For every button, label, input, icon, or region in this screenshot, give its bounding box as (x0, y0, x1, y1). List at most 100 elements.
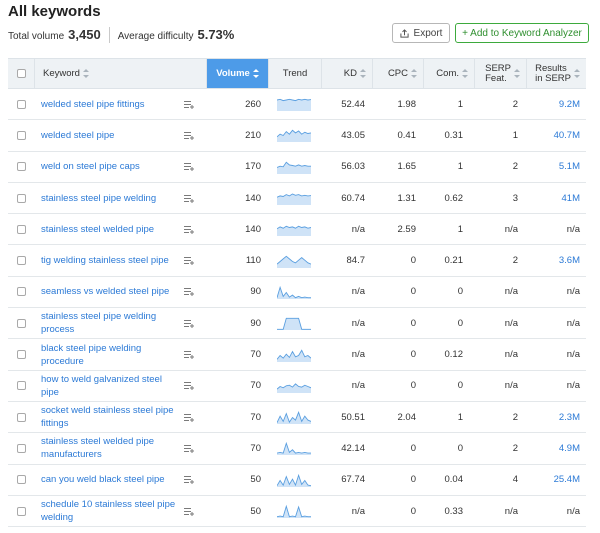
results-value[interactable]: 9.2M (558, 98, 580, 110)
results-value[interactable]: 5.1M (558, 161, 580, 173)
results-value[interactable]: 2.3M (558, 411, 580, 423)
header-keyword[interactable]: Keyword (34, 59, 206, 88)
results-value[interactable]: 41M (561, 192, 580, 204)
add-to-list-icon[interactable] (184, 100, 195, 109)
results-value[interactable]: 3.6M (558, 255, 580, 267)
row-checkbox-cell (17, 402, 26, 432)
cpc-value: 0 (410, 505, 416, 517)
add-to-list-icon[interactable] (184, 413, 195, 422)
add-to-keyword-analyzer-button[interactable]: + Add to Keyword Analyzer (455, 23, 589, 43)
keyword-cell: welded steel pipe (41, 120, 181, 150)
add-to-list-icon[interactable] (184, 131, 195, 140)
trend-cell (277, 120, 311, 150)
trend-sparkline (277, 383, 311, 393)
kd-cell: n/a (321, 308, 365, 338)
keyword-link[interactable]: stainless steel pipe welding process (41, 311, 157, 336)
kd-value: n/a (351, 223, 365, 235)
keyword-link[interactable]: stainless steel welded pipe manufacturer… (41, 436, 155, 461)
header-kd[interactable]: KD (321, 59, 372, 88)
volume-value: 90 (250, 317, 261, 329)
add-to-list-icon[interactable] (184, 256, 195, 266)
export-label: Export (413, 27, 443, 39)
row-checkbox[interactable] (17, 130, 26, 140)
add-to-list-icon[interactable] (184, 444, 195, 453)
trend-cell (277, 183, 311, 213)
header-cpc[interactable]: CPC (372, 59, 423, 88)
row-checkbox[interactable] (17, 443, 26, 453)
keyword-cell: stainless steel pipe welding process (41, 308, 181, 338)
row-checkbox[interactable] (17, 318, 26, 328)
serp-features-value: 4 (512, 474, 518, 486)
keyword-link[interactable]: seamless vs welded steel pipe (41, 286, 170, 298)
row-checkbox[interactable] (17, 162, 26, 172)
add-to-list-cell (184, 339, 195, 369)
cpc-value: 0 (410, 380, 416, 392)
add-to-list-cell (184, 120, 195, 150)
keyword-link[interactable]: how to weld galvanized steel pipe (41, 373, 162, 398)
select-all-checkbox[interactable] (16, 69, 26, 78)
sort-icon (82, 69, 89, 78)
add-to-list-icon[interactable] (184, 194, 195, 203)
trend-cell (277, 277, 311, 307)
row-checkbox[interactable] (17, 381, 26, 391)
serp-features-cell: 1 (474, 120, 518, 150)
keyword-link[interactable]: black steel pipe welding procedure (41, 342, 142, 367)
row-checkbox[interactable] (17, 412, 26, 422)
volume-value: 70 (250, 442, 261, 454)
header-volume[interactable]: Volume (206, 59, 268, 88)
add-to-list-icon[interactable] (184, 507, 195, 516)
keyword-link[interactable]: stainless steel welded pipe (41, 223, 155, 235)
add-to-list-icon[interactable] (184, 381, 195, 391)
serp-features-cell: 2 (474, 245, 518, 275)
com-value: 0.21 (444, 255, 464, 267)
row-checkbox[interactable] (17, 506, 26, 516)
header-volume-label: Volume (216, 68, 250, 79)
add-to-list-icon[interactable] (184, 319, 195, 328)
kd-cell: 42.14 (321, 433, 365, 463)
results-cell: n/a (526, 371, 580, 401)
sort-icon (462, 69, 468, 78)
row-checkbox[interactable] (17, 224, 26, 234)
results-value[interactable]: 40.7M (553, 129, 580, 141)
serp-features-cell: n/a (474, 214, 518, 244)
kd-cell: n/a (321, 496, 365, 526)
serp-features-value: n/a (504, 223, 518, 235)
cpc-value: 1.31 (397, 192, 417, 204)
row-checkbox[interactable] (17, 350, 26, 360)
keyword-link[interactable]: socket weld stainless steel pipe fitting… (41, 405, 174, 430)
add-to-list-icon[interactable] (184, 225, 195, 234)
table-row: weld on steel pipe caps 170 56.03 1.65 1 2 5.1… (8, 152, 586, 183)
cpc-cell: 1.98 (372, 89, 417, 119)
trend-cell (277, 465, 311, 495)
serp-features-value: 1 (512, 129, 518, 141)
export-button[interactable]: Export (392, 23, 450, 43)
keyword-link[interactable]: welded steel pipe fittings (41, 98, 145, 110)
trend-sparkline (277, 193, 311, 206)
volume-value: 170 (245, 161, 261, 173)
keyword-link[interactable]: tig welding stainless steel pipe (41, 255, 169, 267)
header-serp-features[interactable]: SERP Feat. (474, 59, 526, 88)
row-checkbox[interactable] (17, 193, 26, 203)
keyword-link[interactable]: stainless steel pipe welding (41, 192, 157, 204)
com-cell: 0.12 (423, 339, 464, 369)
keyword-link[interactable]: weld on steel pipe caps (41, 161, 140, 173)
add-to-list-icon[interactable] (184, 475, 195, 485)
row-checkbox[interactable] (17, 475, 26, 485)
keyword-link[interactable]: welded steel pipe (41, 129, 115, 141)
add-to-list-icon[interactable] (184, 350, 195, 360)
results-value[interactable]: 4.9M (558, 442, 580, 454)
add-to-keyword-analyzer-label: + Add to Keyword Analyzer (462, 27, 582, 39)
row-checkbox[interactable] (17, 99, 26, 109)
row-checkbox[interactable] (17, 287, 26, 297)
keyword-link[interactable]: can you weld black steel pipe (41, 474, 165, 486)
keyword-link[interactable]: schedule 10 stainless steel pipe welding (41, 499, 176, 523)
add-to-list-icon[interactable] (184, 162, 195, 172)
add-to-list-cell (184, 308, 195, 338)
add-to-list-icon[interactable] (184, 287, 195, 297)
com-value: 0.04 (444, 474, 464, 486)
add-to-list-cell (184, 402, 195, 432)
row-checkbox[interactable] (17, 256, 26, 266)
header-com[interactable]: Com. (423, 59, 474, 88)
results-value[interactable]: 25.4M (553, 474, 580, 486)
header-results-in-serp[interactable]: Results in SERP (526, 59, 586, 88)
